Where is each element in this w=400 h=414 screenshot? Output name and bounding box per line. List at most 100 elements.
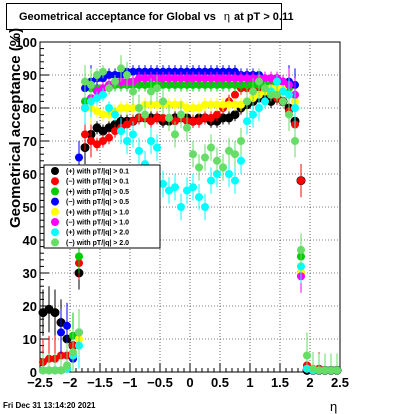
data-point <box>117 127 125 136</box>
data-point <box>105 71 113 79</box>
data-point <box>111 77 119 86</box>
data-point <box>93 140 101 149</box>
data-point <box>117 64 125 73</box>
y-axis-label: Geometrical acceptance (%) <box>7 28 24 228</box>
x-tick-label: −2.5 <box>27 375 53 390</box>
data-point <box>159 74 167 83</box>
data-point <box>207 176 215 185</box>
legend-marker <box>51 197 59 206</box>
timestamp: Fri Dec 31 13:14:20 2021 <box>3 401 96 410</box>
data-point <box>183 123 191 132</box>
data-point <box>267 74 275 83</box>
data-point <box>69 348 77 357</box>
data-point <box>279 97 287 106</box>
data-point <box>129 104 137 112</box>
x-tick-label: −1.5 <box>87 375 113 390</box>
data-point <box>261 84 269 93</box>
y-tick-label: 80 <box>23 101 37 116</box>
data-point <box>177 74 185 83</box>
data-point <box>99 137 107 145</box>
data-point <box>141 110 149 119</box>
data-point <box>93 94 101 103</box>
x-tick-label: −1 <box>123 375 138 390</box>
title-eta: η <box>223 10 230 23</box>
x-axis-label: η <box>330 399 338 414</box>
data-point <box>237 137 245 145</box>
y-tick-label: 30 <box>23 266 37 281</box>
data-point <box>279 87 287 96</box>
data-point <box>195 163 203 172</box>
data-point <box>261 74 269 83</box>
data-point <box>231 74 239 83</box>
data-point <box>237 74 245 83</box>
data-point <box>87 137 95 145</box>
x-tick-label: −0.5 <box>147 375 173 390</box>
data-point <box>50 308 60 318</box>
data-point <box>129 130 137 139</box>
data-point <box>153 143 161 152</box>
x-tick-label: 0 <box>186 375 193 390</box>
data-point <box>105 104 113 112</box>
data-point <box>213 110 221 119</box>
data-point <box>273 77 281 86</box>
data-point <box>230 110 240 120</box>
data-point <box>105 133 113 142</box>
legend-label: (−) with pT/|q| > 0.1 <box>66 179 129 186</box>
data-point <box>285 110 293 119</box>
data-point <box>195 104 203 112</box>
data-point <box>87 80 95 89</box>
data-point <box>297 176 305 185</box>
data-point <box>201 113 209 122</box>
data-point <box>243 117 251 126</box>
data-point <box>189 150 197 159</box>
data-point <box>225 100 233 109</box>
y-tick-label: 20 <box>23 299 37 314</box>
legend-label: (−) with pT/|q| > 1.0 <box>66 220 129 227</box>
data-point <box>243 97 251 106</box>
data-point <box>303 351 311 360</box>
legend-label: (+) with pT/|q| > 0.5 <box>66 189 129 196</box>
title-suffix: at pT > 0.11 <box>233 10 294 23</box>
data-point <box>123 120 131 129</box>
data-point <box>333 366 341 375</box>
legend <box>43 164 161 249</box>
data-point <box>141 74 149 83</box>
data-point <box>189 117 197 126</box>
legend-marker <box>51 177 59 186</box>
data-point <box>231 150 239 159</box>
y-tick-label: 10 <box>23 332 37 347</box>
data-point <box>189 74 197 83</box>
data-point <box>159 179 167 188</box>
x-tick-label: −2 <box>63 375 78 390</box>
data-point <box>51 366 59 375</box>
data-point <box>171 130 179 139</box>
data-point <box>129 87 137 96</box>
data-point <box>171 183 179 192</box>
data-point <box>57 328 65 337</box>
data-point <box>135 74 143 83</box>
data-point <box>99 90 107 99</box>
data-point <box>81 77 89 86</box>
legend-marker <box>51 187 59 196</box>
legend-marker <box>51 167 59 175</box>
data-point <box>153 113 161 122</box>
y-tick-label: 100 <box>15 35 37 50</box>
data-point <box>213 74 221 83</box>
data-point <box>237 100 245 109</box>
x-tick-label: 1 <box>246 375 253 390</box>
data-point <box>165 186 173 195</box>
data-point <box>105 84 113 93</box>
data-point <box>225 146 233 155</box>
data-point <box>231 176 239 185</box>
data-point <box>57 366 65 375</box>
data-point <box>219 163 227 172</box>
legend-label: (−) with pT/|q| > 2.0 <box>66 240 129 247</box>
data-point <box>183 186 191 195</box>
data-point <box>159 97 167 106</box>
data-point <box>135 104 143 112</box>
data-point <box>225 74 233 83</box>
data-point <box>195 117 203 126</box>
data-point <box>219 74 227 83</box>
data-point <box>249 110 257 119</box>
y-tick-label: 40 <box>23 233 37 248</box>
